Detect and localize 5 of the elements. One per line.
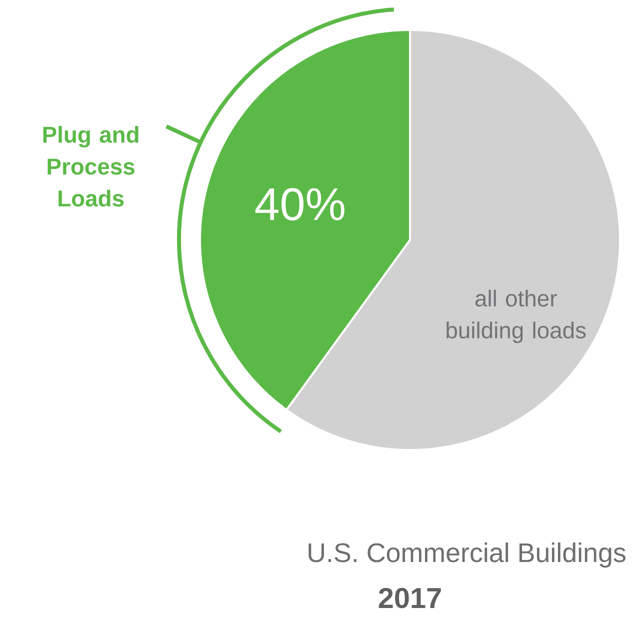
legend-label: Plug and Process Loads [43, 126, 138, 207]
text: 2017 [378, 588, 441, 608]
text: U.S. Commercial Buildings [308, 542, 626, 568]
data-label: 40% [255, 188, 344, 221]
slice-label: all other building loads [446, 290, 586, 343]
